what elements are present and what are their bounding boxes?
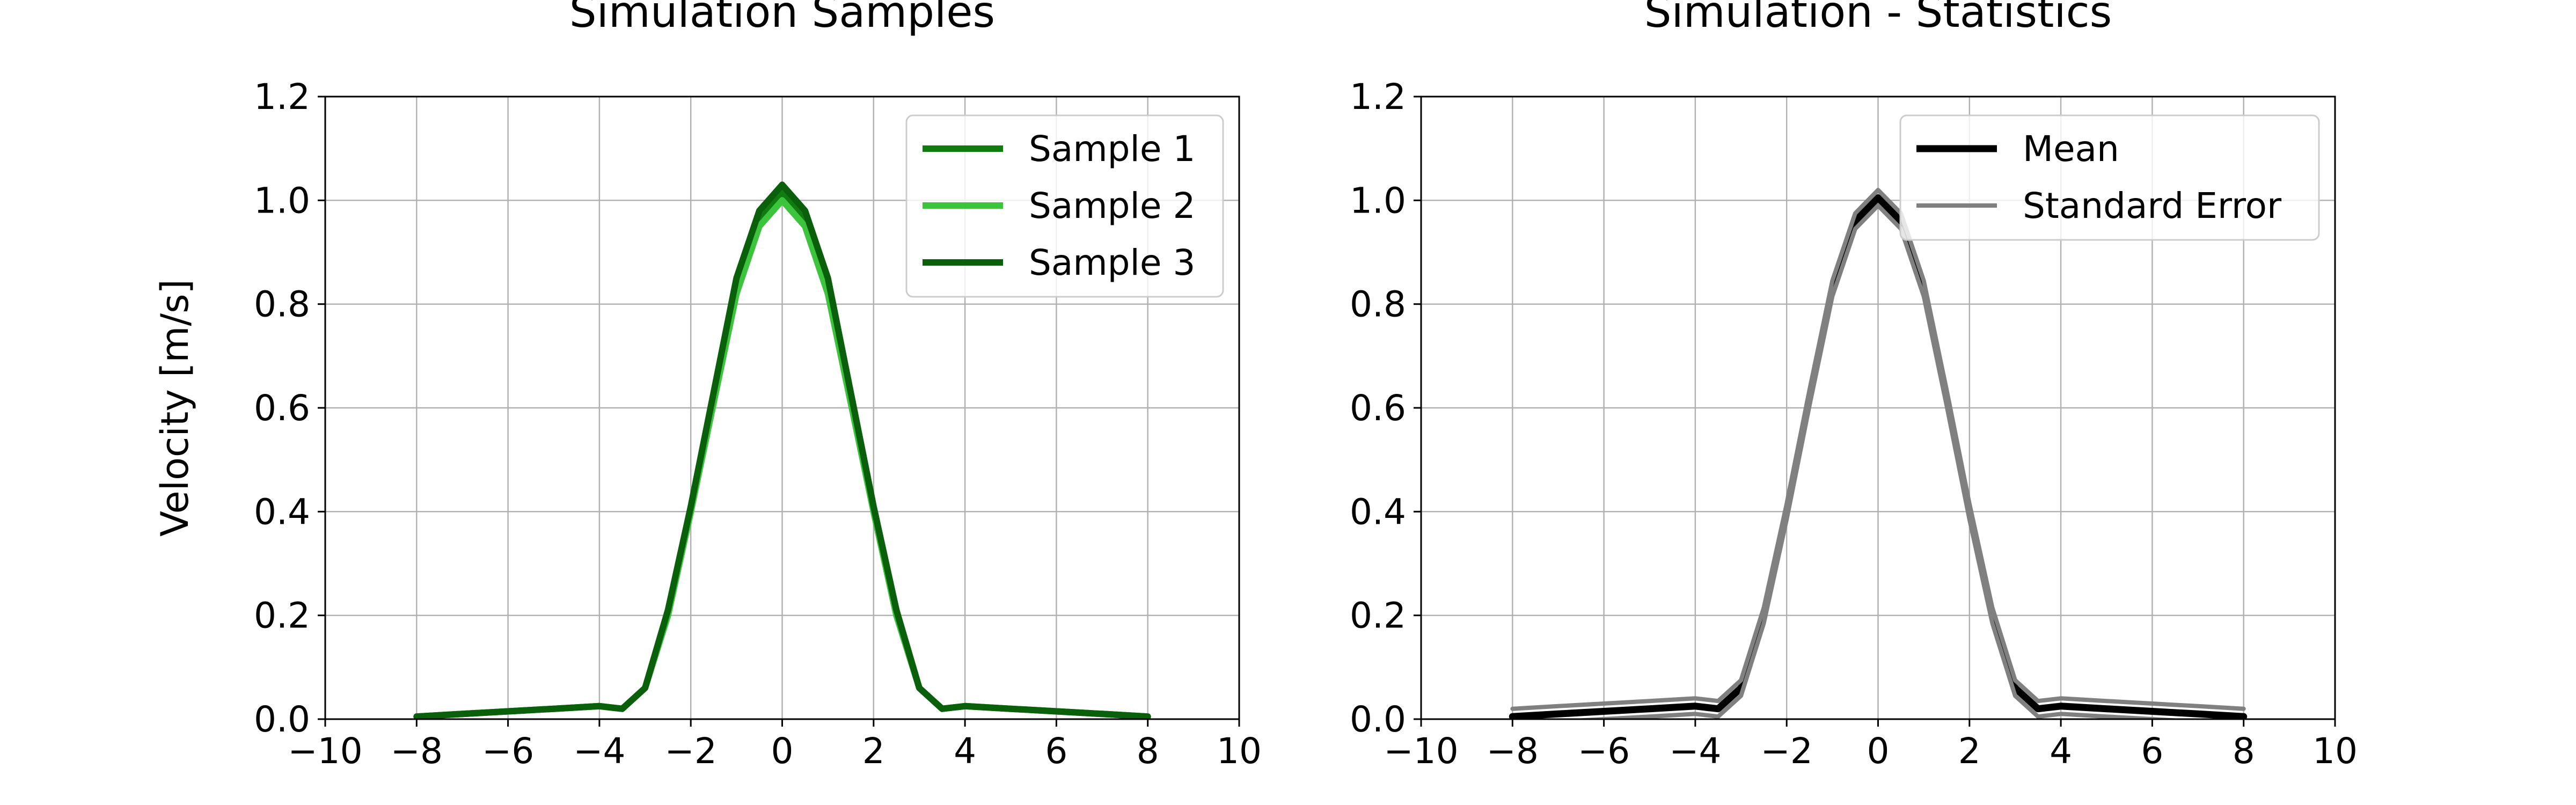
legend-label: Sample 2 <box>1029 185 1195 226</box>
x-tick-label: −8 <box>1487 730 1539 772</box>
x-tick-label: −6 <box>482 730 534 772</box>
x-tick-label: 6 <box>2141 730 2163 772</box>
y-tick-label: 0.0 <box>254 699 310 740</box>
chart-1: −10 −8 −6 −4 −2 0 2 4 6 8 10 0.0 0.2 0.4 0.6 0.8 1.0 1.2 S… <box>153 0 1262 772</box>
x-tick-label: 0 <box>771 730 794 772</box>
y-tick-label: 0.0 <box>1350 699 1406 740</box>
chart-2: −10 −8 −6 −4 −2 0 2 4 6 8 10 0.0 0.2 0.4 0.6 0.8 1.0 1.2 S… <box>1350 0 2358 772</box>
y-tick-label: 0.6 <box>254 387 310 429</box>
x-tick-label: −6 <box>1578 730 1630 772</box>
y-tick-label: 0.2 <box>1350 595 1406 636</box>
y-tick-label: 0.4 <box>1350 491 1406 532</box>
legend-box <box>1899 114 2320 241</box>
x-tick-label: 2 <box>862 730 885 772</box>
y-tick-label: 1.0 <box>1350 180 1406 221</box>
x-tick-label: −2 <box>1761 730 1813 772</box>
x-tick-label: −2 <box>665 730 717 772</box>
legend-label: Sample 1 <box>1029 128 1195 170</box>
series-group <box>1509 188 2248 719</box>
legend-label: Standard Error <box>2023 185 2282 226</box>
y-tick-label: 0.8 <box>254 284 310 325</box>
x-tick-label: 8 <box>1137 730 1159 772</box>
y-tick-label: 0.6 <box>1350 387 1406 429</box>
x-tick-label: 2 <box>1958 730 1981 772</box>
y-tick-label: 1.0 <box>254 180 310 221</box>
y-tick-label: 0.2 <box>254 595 310 636</box>
series-line-lower-bound <box>1565 203 2191 719</box>
x-tick-label: 4 <box>954 730 976 772</box>
series-group <box>413 181 1151 719</box>
series-line-mean <box>1509 194 2248 719</box>
legend-label: Sample 3 <box>1029 242 1195 283</box>
x-tick-label: −4 <box>573 730 625 772</box>
x-tick-label: 4 <box>2050 730 2072 772</box>
chart-title: Simulation Samples <box>569 0 995 37</box>
legend-label: Mean <box>2023 128 2119 170</box>
y-tick-label: 0.4 <box>254 491 310 532</box>
y-axis-label: Velocity [m/s] <box>153 279 197 537</box>
x-tick-label: 6 <box>1045 730 1067 772</box>
legend-box <box>905 114 1224 298</box>
y-tick-label: 1.2 <box>254 76 310 118</box>
x-tick-label: −10 <box>1384 730 1458 772</box>
series-line-standard-error <box>1510 188 2246 711</box>
y-tick-label: 1.2 <box>1350 76 1406 118</box>
x-tick-label: 10 <box>2312 730 2358 772</box>
x-tick-label: 8 <box>2233 730 2255 772</box>
x-tick-label: −4 <box>1669 730 1721 772</box>
x-tick-label: −10 <box>288 730 362 772</box>
series-line-sample-3 <box>413 181 1151 719</box>
y-tick-label: 0.8 <box>1350 284 1406 325</box>
legend: Sample 1 Sample 2 Sample 3 <box>905 114 1224 298</box>
chart-title: Simulation - Statistics <box>1644 0 2112 37</box>
x-tick-label: −8 <box>391 730 443 772</box>
legend: Mean Standard Error <box>1899 114 2320 241</box>
x-tick-label: 10 <box>1217 730 1262 772</box>
x-tick-label: 0 <box>1867 730 1890 772</box>
